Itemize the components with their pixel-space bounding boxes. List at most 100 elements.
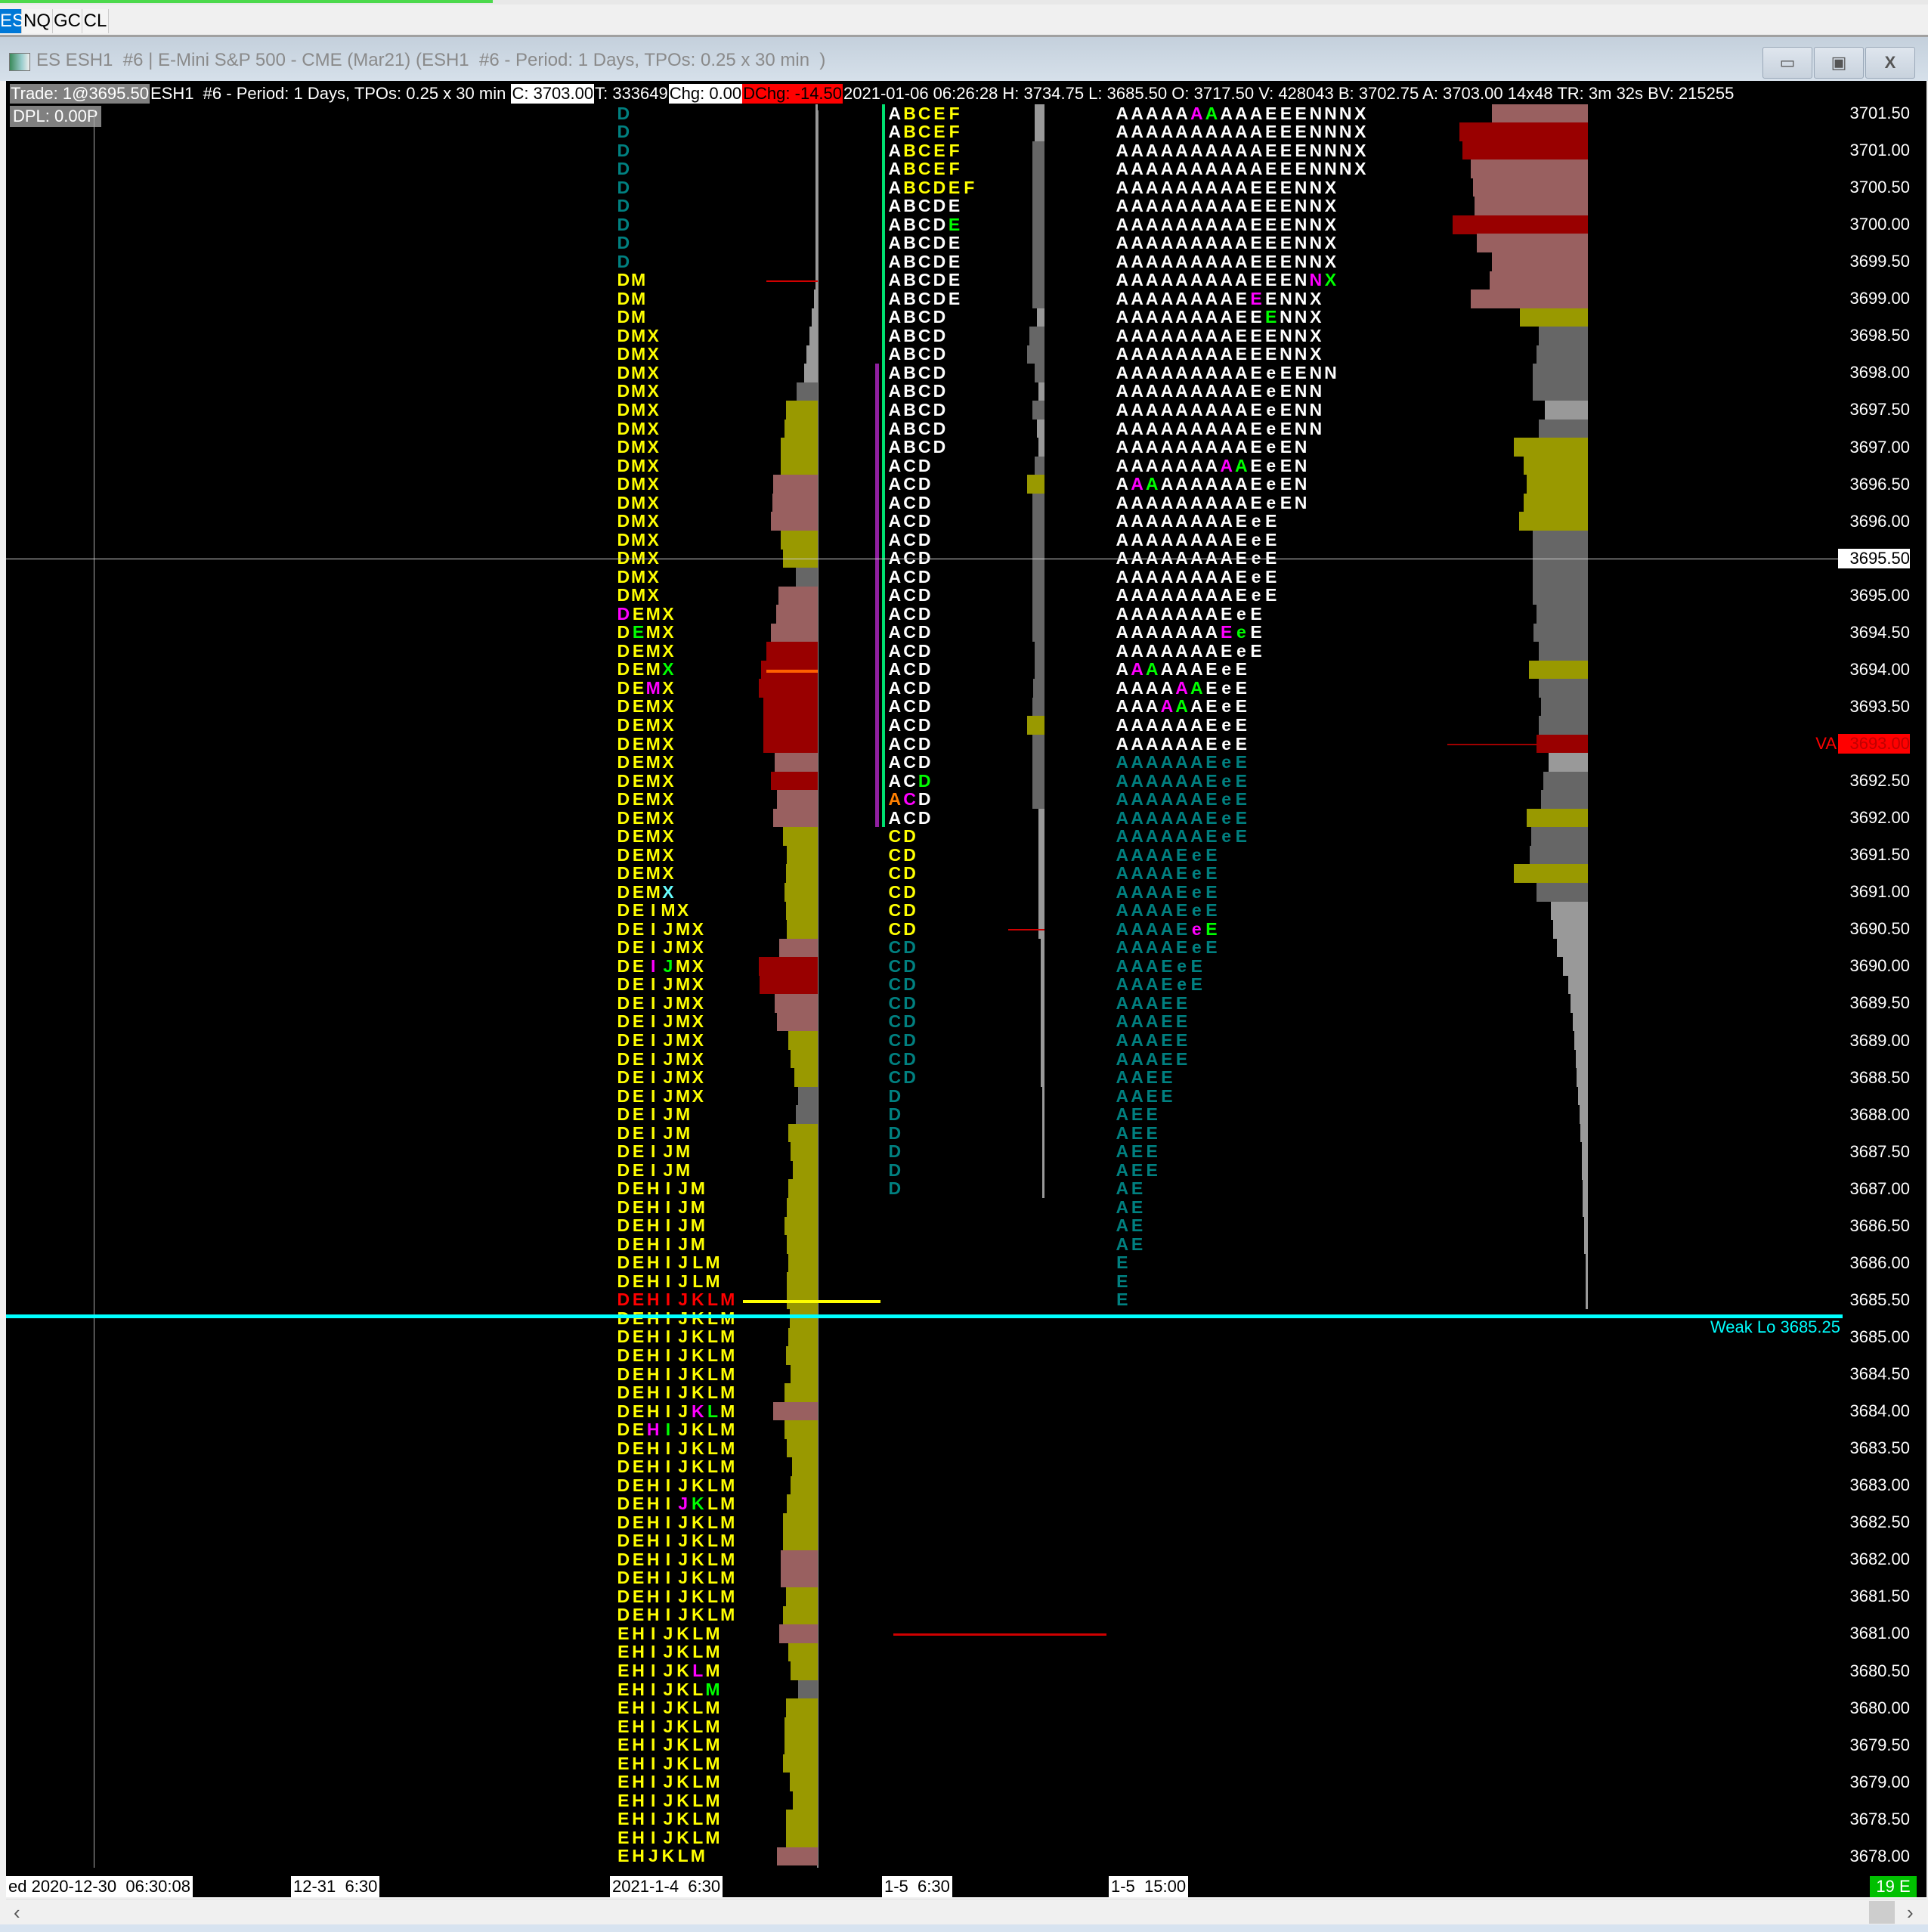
tpo-letter: D <box>617 770 630 791</box>
tpo-letter: N <box>1324 122 1337 142</box>
tpo-letter: E <box>1265 529 1277 550</box>
tpo-letter: X <box>662 826 674 847</box>
volume-bar <box>1032 234 1044 253</box>
tpo-letter: N <box>1309 270 1323 290</box>
tpo-letter: C <box>903 529 916 550</box>
tpo-letter: E <box>1265 325 1277 345</box>
tpo-letter: I <box>651 1753 656 1773</box>
tpo-letter: A <box>1160 881 1174 902</box>
volume-bar <box>1041 1105 1044 1124</box>
tpo-letter: D <box>617 288 630 308</box>
tpo-letter: M <box>720 1531 735 1551</box>
close-button[interactable]: X <box>1865 47 1915 79</box>
volume-bar <box>791 1457 818 1477</box>
scroll-thumb[interactable] <box>1869 1901 1895 1924</box>
tpo-letter: E <box>1235 325 1248 345</box>
restore-button[interactable]: ▣ <box>1814 47 1864 79</box>
tpo-letter: X <box>647 325 659 345</box>
tpo-letter: e <box>1266 362 1277 382</box>
tpo-letter: K <box>676 1661 689 1681</box>
tpo-letter: D <box>903 1011 916 1032</box>
tpo-letter: A <box>1205 196 1218 216</box>
tpo-letter: A <box>1220 585 1233 605</box>
price-axis-label: 3679.50 <box>1849 1735 1910 1754</box>
tpo-letter: J <box>678 1382 688 1403</box>
tpo-letter: J <box>678 1512 688 1532</box>
tpo-letter: A <box>1145 511 1159 531</box>
tpo-letter: D <box>617 1475 630 1495</box>
tpo-letter: A <box>1160 622 1174 642</box>
volume-bar <box>1551 901 1588 921</box>
minimize-button[interactable]: ▭ <box>1762 47 1812 79</box>
tpo-letter: I <box>665 1364 671 1384</box>
tpo-letter: E <box>617 1679 630 1699</box>
tpo-letter: C <box>903 659 916 680</box>
tpo-letter: E <box>632 1494 645 1514</box>
tpo-letter: A <box>1160 362 1174 382</box>
tpo-letter: X <box>692 937 704 958</box>
tpo-letter: A <box>1145 362 1159 382</box>
tpo-letter: J <box>678 1271 688 1291</box>
tpo-letter: A <box>1145 566 1159 587</box>
tpo-letter: e <box>1266 492 1277 512</box>
tpo-letter: L <box>692 1772 704 1792</box>
volume-bar <box>785 1698 818 1717</box>
scroll-right-icon[interactable]: › <box>1907 1901 1914 1924</box>
tpo-letter: D <box>617 1197 630 1217</box>
tpo-letter: N <box>1294 455 1308 475</box>
tpo-letter: A <box>1145 677 1159 698</box>
tpo-letter: X <box>662 733 674 754</box>
tpo-letter: I <box>665 1234 671 1254</box>
volume-bar <box>1034 122 1044 141</box>
volume-bar <box>784 1420 818 1439</box>
price-axis-label: 3694.50 <box>1849 622 1910 642</box>
tpo-letter: E <box>1235 714 1248 735</box>
scroll-left-icon[interactable]: ‹ <box>14 1901 20 1924</box>
tpo-letter: I <box>651 1067 656 1088</box>
tpo-letter: H <box>632 1716 645 1736</box>
tpo-letter: E <box>632 1401 645 1421</box>
tpo-letter: A <box>1190 437 1203 457</box>
tab-gc[interactable]: GC <box>53 9 82 33</box>
tpo-letter: I <box>661 1308 676 1328</box>
tpo-row: DM X <box>616 325 661 345</box>
volume-bar <box>787 920 818 939</box>
tab-nq[interactable]: NQ <box>22 9 53 33</box>
tpo-letter: L <box>692 1698 704 1718</box>
tpo-letter: E <box>1265 177 1277 197</box>
tpo-letter: I <box>651 992 656 1013</box>
tpo-letter: A <box>1190 826 1203 847</box>
tpo-chart-area[interactable] <box>6 81 1926 1897</box>
tpo-letter: E <box>632 826 645 847</box>
tpo-letter: A <box>1205 566 1218 587</box>
tpo-letter: L <box>707 1438 718 1458</box>
tab-cl[interactable]: CL <box>82 9 109 33</box>
tpo-letter: A <box>1175 659 1188 680</box>
tab-es[interactable]: ES <box>0 9 24 33</box>
tpo-letter: e <box>1191 937 1202 958</box>
tpo-letter: A <box>1145 122 1159 142</box>
tpo-letter: A <box>1145 1048 1159 1069</box>
tpo-letter: E <box>632 974 645 995</box>
tpo-letter: A <box>1220 529 1233 550</box>
horizontal-scrollbar[interactable]: ‹ › <box>6 1899 1926 1925</box>
tpo-letter: M <box>645 696 661 717</box>
tpo-letter: D <box>903 937 916 958</box>
tpo-letter: K <box>691 1382 704 1403</box>
tpo-letter: E <box>1205 770 1218 791</box>
tpo-letter: E <box>631 1308 646 1328</box>
tpo-letter: E <box>1250 603 1262 624</box>
tpo-letter: K <box>691 1438 704 1458</box>
